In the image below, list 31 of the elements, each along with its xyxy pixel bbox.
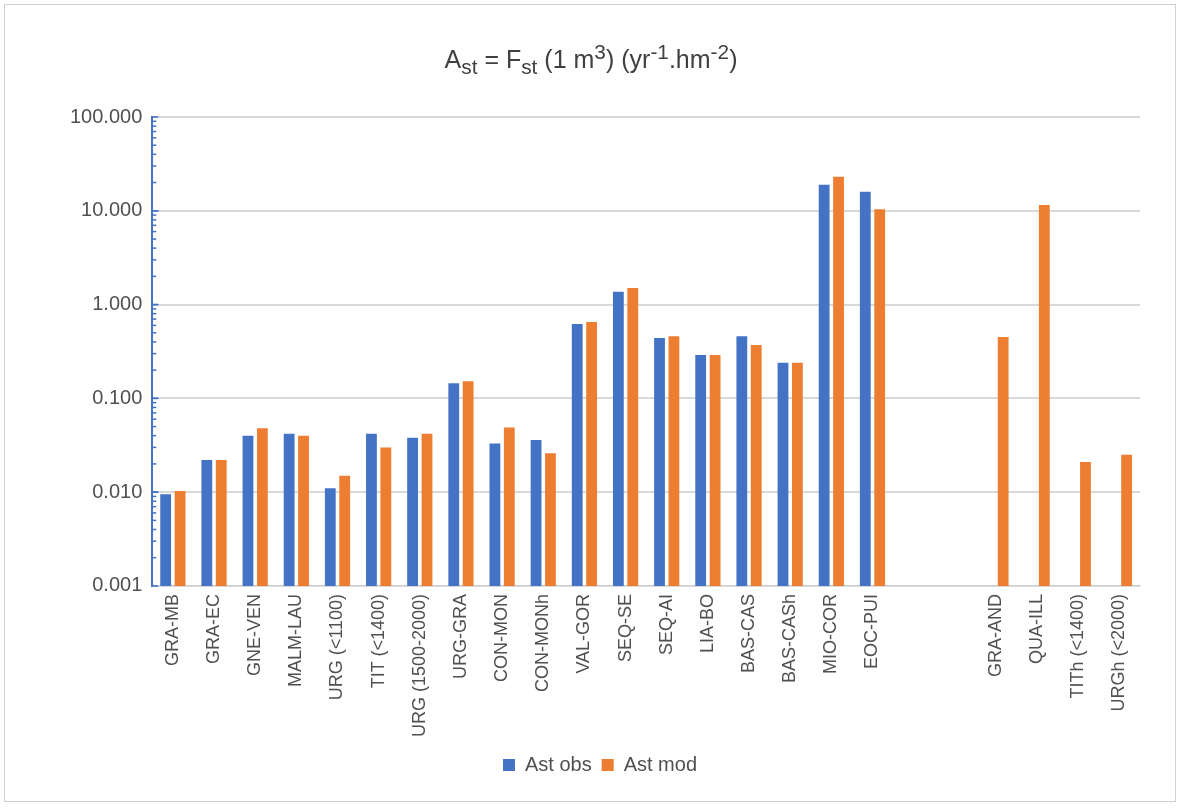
legend-label: Ast obs (524, 752, 592, 775)
x-tick-label: GRA-AND (984, 593, 1005, 677)
x-tick-label: URG (<1100) (326, 593, 347, 701)
x-tick-label: BAS-CAS (738, 593, 758, 673)
legend-label: Ast mod (623, 752, 698, 775)
x-tick-label: MALM-LAU (285, 593, 306, 687)
y-tick-label: 1.000 (92, 292, 143, 315)
x-tick-label: TITh (<1400) (1067, 593, 1088, 699)
x-tick-label: EOC-PUI (861, 593, 882, 669)
x-tick-label: MIO-COR (820, 593, 841, 674)
x-tick-label: URG (1500-2000) (408, 593, 429, 738)
x-tick-label: GNE-VEN (244, 593, 265, 676)
y-tick-label: 10.000 (81, 198, 143, 221)
x-tick-label: SEQ-AI (655, 593, 676, 655)
x-tick-label: CON-MONh (532, 593, 553, 692)
y-tick-label: 0.100 (92, 385, 143, 408)
x-tick-label: SEQ-SE (614, 593, 635, 662)
x-tick-label: CON-MON (491, 593, 512, 682)
x-tick-label: QUA-ILL (1026, 593, 1047, 664)
y-tick-label: 0.010 (92, 479, 143, 502)
y-tick-label: 0.001 (92, 573, 143, 596)
x-tick-label: GRA-MB (161, 593, 182, 666)
chart-title: A$_{st}$ = F$_{st}$ (1 m$^{3}$) (yr$^{-1}$.hm$^{-2}$) (444, 40, 738, 79)
x-tick-label: BAS-CASh (779, 593, 800, 683)
x-tick-label: URGh (<2000) (1108, 593, 1129, 712)
x-tick-label: VAL-GOR (573, 593, 594, 674)
x-tick-label: TIT (<1400) (367, 593, 388, 689)
x-tick-label: URG-GRA (449, 593, 470, 679)
x-tick-label: GRA-EC (203, 593, 223, 664)
y-tick-label: 100.000 (70, 104, 143, 127)
x-tick-label: LIA-BO (696, 593, 717, 653)
